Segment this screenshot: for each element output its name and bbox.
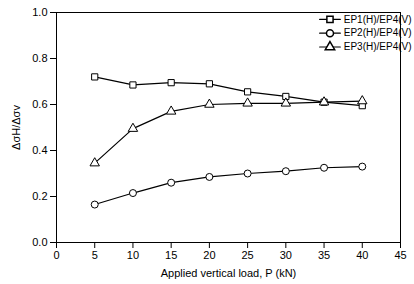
svg-text:25: 25 <box>241 249 253 261</box>
svg-text:35: 35 <box>318 249 330 261</box>
svg-text:0.2: 0.2 <box>32 190 47 202</box>
svg-text:30: 30 <box>280 249 292 261</box>
svg-text:45: 45 <box>394 249 406 261</box>
svg-text:5: 5 <box>92 249 98 261</box>
svg-text:20: 20 <box>203 249 215 261</box>
svg-text:0.0: 0.0 <box>32 236 47 248</box>
svg-text:15: 15 <box>165 249 177 261</box>
svg-text:ΔσH/Δσv: ΔσH/Δσv <box>10 105 22 150</box>
svg-text:Applied vertical load, P (kN): Applied vertical load, P (kN) <box>161 267 297 279</box>
svg-text:10: 10 <box>127 249 139 261</box>
svg-text:0.6: 0.6 <box>32 98 47 110</box>
svg-text:EP2(H)/EP4(V): EP2(H)/EP4(V) <box>344 27 412 38</box>
svg-text:40: 40 <box>356 249 368 261</box>
svg-text:EP3(H)/EP4(V): EP3(H)/EP4(V) <box>344 41 412 52</box>
svg-text:1.0: 1.0 <box>32 6 47 18</box>
svg-text:0.8: 0.8 <box>32 52 47 64</box>
svg-text:EP1(H)/EP4(V): EP1(H)/EP4(V) <box>344 14 412 25</box>
svg-text:0.4: 0.4 <box>32 144 47 156</box>
svg-text:0: 0 <box>53 249 59 261</box>
